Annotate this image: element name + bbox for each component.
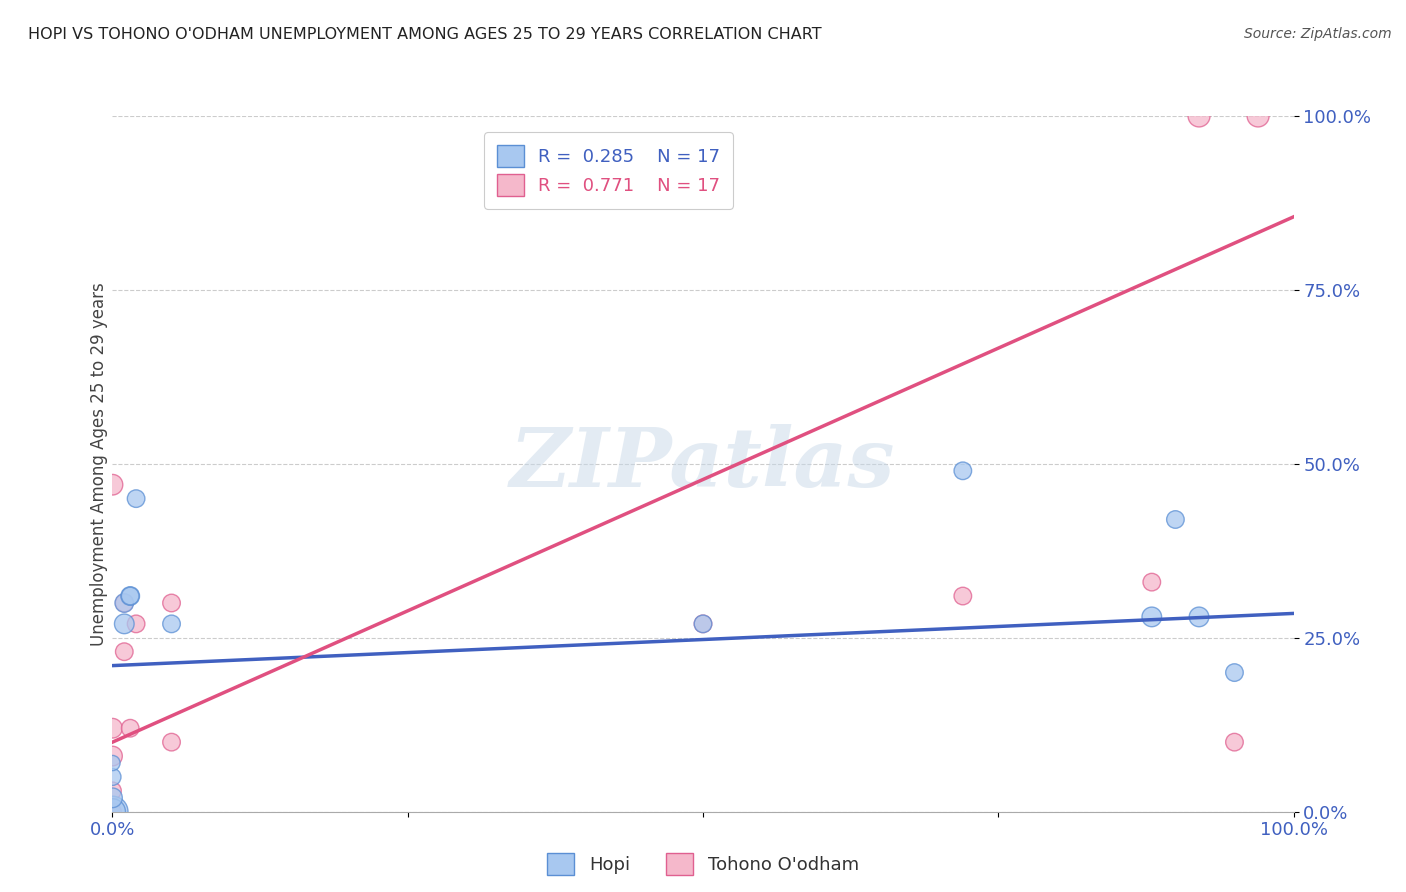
Point (1164, 512, 1187, 526)
Text: ZIPatlas: ZIPatlas (510, 424, 896, 504)
Point (101, 805, 124, 819)
Point (1140, 575, 1163, 590)
Point (101, 805, 124, 819)
Y-axis label: Unemployment Among Ages 25 to 29 years: Unemployment Among Ages 25 to 29 years (90, 282, 108, 646)
Point (125, 491, 148, 506)
Text: HOPI VS TOHONO O'ODHAM UNEMPLOYMENT AMONG AGES 25 TO 29 YEARS CORRELATION CHART: HOPI VS TOHONO O'ODHAM UNEMPLOYMENT AMON… (28, 27, 821, 42)
Point (160, 616, 183, 631)
Point (112, 616, 135, 631)
Point (112, 596, 135, 610)
Point (101, 784, 124, 798)
Point (692, 616, 714, 631)
Point (125, 616, 148, 631)
Point (101, 805, 124, 819)
Point (1188, 610, 1211, 624)
Point (101, 749, 124, 764)
Point (120, 589, 142, 603)
Point (101, 721, 124, 735)
Point (1223, 735, 1246, 749)
Point (1247, 109, 1270, 123)
Point (101, 477, 124, 491)
Point (101, 770, 124, 784)
Point (112, 645, 135, 659)
Point (120, 721, 142, 735)
Legend: Hopi, Tohono O'odham: Hopi, Tohono O'odham (540, 847, 866, 883)
Text: Source: ZipAtlas.com: Source: ZipAtlas.com (1244, 27, 1392, 41)
Point (952, 464, 974, 478)
Point (101, 790, 124, 805)
Point (952, 589, 974, 603)
Point (160, 596, 183, 610)
Point (1188, 109, 1211, 123)
Point (1223, 665, 1246, 680)
Point (692, 616, 714, 631)
Point (160, 735, 183, 749)
Point (101, 756, 124, 770)
Point (120, 589, 142, 603)
Point (1140, 610, 1163, 624)
Point (112, 596, 135, 610)
